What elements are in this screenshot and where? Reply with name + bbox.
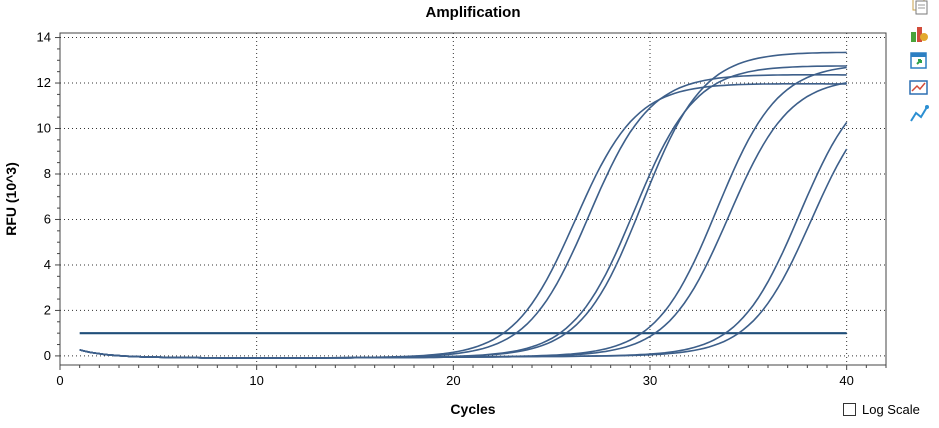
y-tick-label: 0 [44,348,51,363]
amplification-curve [79,74,847,359]
log-scale-checkbox[interactable] [843,403,856,416]
amplification-curve [79,83,847,359]
x-tick-label: 40 [839,373,853,388]
y-axis-label: RFU (10^3) [3,162,19,236]
amplification-curve [79,148,848,359]
chart-title: Amplification [425,4,520,21]
amplification-curve [79,65,847,359]
grid-lines [59,33,886,365]
x-tick-label: 30 [643,373,657,388]
copy-icon[interactable] [908,0,930,16]
x-tick-label: 10 [249,373,263,388]
amplification-curve [79,82,847,359]
y-tick-label: 6 [44,211,51,226]
amplification-curve [79,66,847,359]
log-scale-label: Log Scale [862,402,920,417]
amplification-curve [79,121,848,359]
trace-style-icon[interactable] [908,104,930,124]
refresh-icon[interactable] [908,50,930,70]
log-scale-toggle[interactable]: Log Scale [843,402,920,417]
tick-labels: 0 10 20 30 40 0 2 4 6 8 10 12 14 [37,30,854,388]
x-axis-label: Cycles [450,401,495,417]
y-tick-label: 10 [37,121,51,136]
amplification-curves [79,51,848,359]
y-tick-label: 4 [44,257,51,272]
y-tick-label: 12 [37,75,51,90]
x-tick-label: 20 [446,373,460,388]
chart-settings-icon[interactable] [908,77,930,97]
amplification-curve [79,51,847,359]
y-tick-label: 14 [37,30,51,45]
axis-ticks [55,37,887,370]
export-icon[interactable] [908,24,930,44]
x-tick-label: 0 [56,373,63,388]
y-tick-label: 8 [44,166,51,181]
y-tick-label: 2 [44,302,51,317]
